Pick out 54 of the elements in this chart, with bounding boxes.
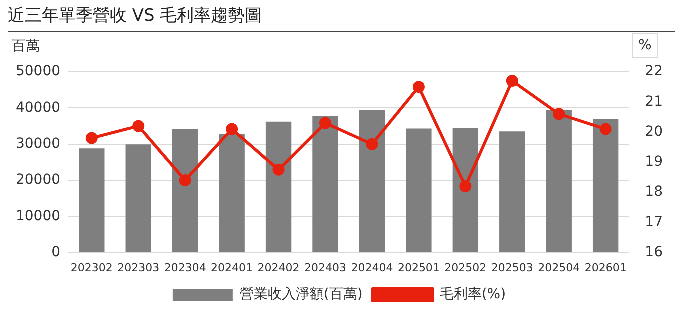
y2-axis-title: %: [638, 38, 652, 54]
bar: [452, 128, 479, 252]
x-tick-label: 202503: [491, 261, 534, 274]
y2-tick-label: 22: [645, 64, 664, 80]
y2-tick-label: 20: [645, 124, 664, 140]
bar: [406, 128, 432, 252]
point: [132, 120, 145, 132]
y-tick-label: 30000: [16, 136, 61, 152]
y-axis-title: 百萬: [12, 38, 40, 55]
bar: [500, 132, 526, 252]
point: [600, 123, 612, 136]
x-tick-label: 202402: [258, 261, 300, 274]
y2-tick-label: 19: [645, 154, 664, 170]
y2-tick-label: 17: [645, 214, 664, 230]
x-tick-label: 202401: [211, 261, 254, 274]
bar: [172, 129, 198, 252]
y2-tick-label: 21: [645, 94, 664, 110]
y-tick-label: 0: [52, 244, 61, 260]
y-tick-label: 40000: [16, 100, 61, 116]
point: [366, 138, 378, 150]
x-tick-label: 202304: [164, 261, 206, 274]
bar: [359, 110, 386, 252]
point: [460, 180, 472, 193]
y2-tick-label: 16: [645, 244, 664, 260]
x-tick-label: 202501: [398, 261, 440, 274]
point: [506, 75, 518, 88]
bar: [266, 122, 292, 252]
y-tick-label: 20000: [16, 172, 61, 188]
bar: [546, 110, 572, 252]
point: [412, 81, 425, 94]
x-tick-label: 202404: [351, 261, 394, 274]
bar: [126, 144, 152, 252]
chart-title: 近三年單季營收 VS 毛利率趨勢圖: [8, 4, 675, 32]
x-tick-label: 202303: [118, 261, 160, 274]
y-tick-label: 10000: [16, 208, 61, 224]
x-tick-label: 202502: [444, 261, 487, 274]
bar: [592, 119, 619, 252]
bar: [312, 116, 338, 252]
point: [320, 117, 332, 130]
point: [553, 108, 566, 120]
bar: [219, 134, 245, 252]
x-tick-label: 202302: [70, 261, 113, 274]
point: [86, 132, 98, 144]
y-tick-label: 50000: [16, 64, 61, 80]
x-tick-label: 202504: [538, 261, 580, 274]
bar: [79, 148, 105, 252]
point: [226, 123, 238, 136]
legend-label: 毛利率(%): [440, 286, 506, 303]
legend-label: 營業收入淨額(百萬): [240, 286, 363, 303]
x-tick-label: 202601: [584, 261, 627, 274]
x-tick-label: 202403: [304, 261, 346, 274]
y2-tick-label: 18: [645, 184, 664, 200]
point: [272, 164, 285, 176]
point: [179, 174, 192, 186]
